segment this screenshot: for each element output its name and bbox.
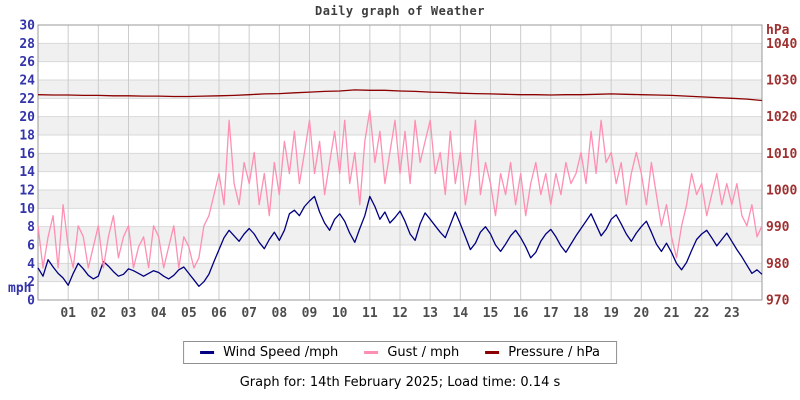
legend-item-pressure: Pressure / hPa — [485, 345, 600, 360]
left-axis-tick: 14 — [19, 165, 35, 180]
legend-label-pressure: Pressure / hPa — [508, 345, 600, 360]
x-axis-tick: 09 — [302, 306, 318, 321]
x-axis-tick: 10 — [332, 306, 348, 321]
right-axis-unit-label: hPa — [766, 23, 790, 38]
x-axis-tick: 12 — [392, 306, 408, 321]
left-axis-tick: 24 — [19, 74, 35, 89]
plot-border — [37, 24, 763, 301]
x-axis-tick: 08 — [272, 306, 288, 321]
left-axis-tick: 22 — [19, 92, 35, 107]
left-axis-tick: 8 — [27, 220, 35, 235]
legend-item-wind-speed: Wind Speed /mph — [200, 345, 338, 360]
right-axis-tick: 1030 — [766, 74, 797, 89]
x-axis-tick: 03 — [121, 306, 137, 321]
wind-speed-swatch-icon — [200, 351, 215, 354]
wind-speed-mph-line — [37, 195, 763, 287]
x-axis-tick: 19 — [603, 306, 619, 321]
x-axis-tick: 05 — [181, 306, 197, 321]
left-axis-tick: 2 — [27, 275, 35, 290]
x-axis-tick: 22 — [694, 306, 710, 321]
right-axis-tick: 980 — [766, 257, 790, 272]
x-axis-tick: 04 — [151, 306, 167, 321]
x-axis-tick: 13 — [422, 306, 438, 321]
left-axis-tick: 20 — [19, 110, 35, 125]
left-axis-unit-label: mph — [8, 281, 32, 296]
right-axis-tick: 1000 — [766, 184, 797, 199]
right-axis-tick: 990 — [766, 220, 790, 235]
x-axis-tick: 23 — [724, 306, 740, 321]
x-axis-tick: 07 — [241, 306, 257, 321]
right-axis-tick: 1020 — [766, 110, 797, 125]
right-axis-tick: 970 — [766, 294, 790, 309]
left-axis-tick: 10 — [19, 202, 35, 217]
left-axis-tick: 18 — [19, 129, 35, 144]
left-axis-tick: 4 — [27, 257, 35, 272]
chart-legend: Wind Speed /mph Gust / mph Pressure / hP… — [183, 341, 617, 364]
left-axis-tick: 16 — [19, 147, 35, 162]
right-axis-tick: 1040 — [766, 37, 797, 52]
right-axis-tick: 1010 — [766, 147, 797, 162]
x-axis-tick: 02 — [91, 306, 107, 321]
legend-label-wind-speed: Wind Speed /mph — [223, 345, 339, 360]
x-axis-tick: 18 — [573, 306, 589, 321]
gust-swatch-icon — [364, 351, 379, 354]
pressure-hpa-line — [37, 89, 763, 102]
x-axis-tick: 14 — [453, 306, 469, 321]
left-axis-tick: 30 — [19, 19, 35, 34]
x-axis-tick: 11 — [362, 306, 378, 321]
chart-title: Daily graph of Weather — [315, 4, 485, 18]
left-axis-tick: 26 — [19, 55, 35, 70]
pressure-swatch-icon — [485, 351, 500, 354]
x-axis-tick: 21 — [664, 306, 680, 321]
left-axis-tick: 0 — [27, 294, 35, 309]
left-axis-tick: 6 — [27, 239, 35, 254]
x-axis-tick: 06 — [211, 306, 227, 321]
x-axis-tick: 16 — [513, 306, 529, 321]
left-axis-tick: 12 — [19, 184, 35, 199]
x-axis-tick: 01 — [60, 306, 76, 321]
left-axis-tick: 28 — [19, 37, 35, 52]
gust-mph-line — [37, 109, 763, 269]
legend-label-gust: Gust / mph — [387, 345, 460, 360]
footer-caption: Graph for: 14th February 2025; Load time… — [239, 375, 561, 390]
x-axis-tick: 17 — [543, 306, 559, 321]
legend-item-gust: Gust / mph — [364, 345, 459, 360]
x-axis-tick: 20 — [634, 306, 650, 321]
x-axis-tick: 15 — [483, 306, 499, 321]
